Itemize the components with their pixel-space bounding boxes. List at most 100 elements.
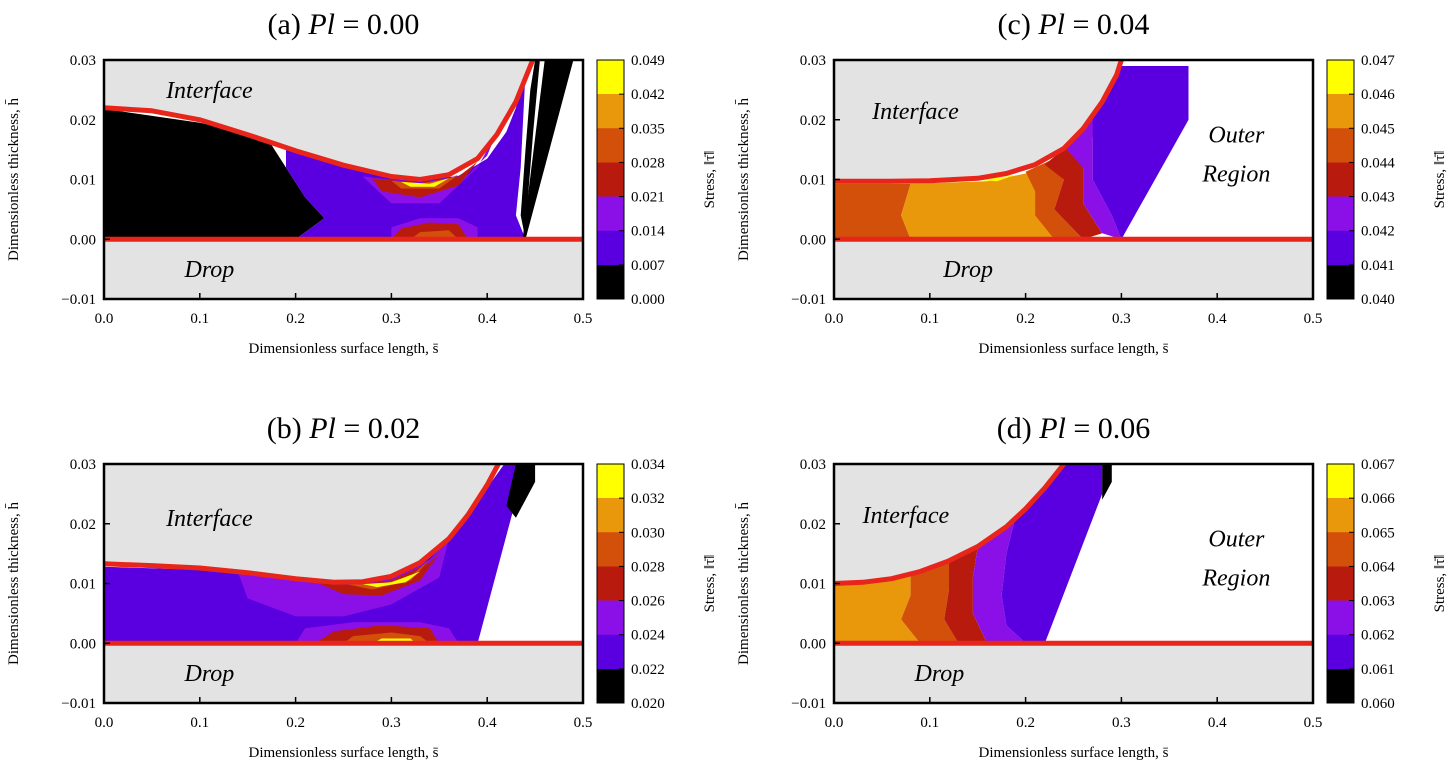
y-tick-label: −0.01 [61, 696, 96, 712]
region-label-region: Region [1201, 566, 1270, 592]
interface-region [834, 464, 1064, 584]
stress-contour-4 [1063, 104, 1122, 240]
colorbar-tick-label: 0.066 [1361, 491, 1395, 507]
x-tick-label: 0.3 [1112, 715, 1131, 731]
x-tick-label: 0.2 [286, 311, 305, 327]
stress-contour-5 [1092, 66, 1189, 240]
y-axis-label: Dimensionless thickness, h̄ [6, 98, 22, 261]
stress-contour-2 [520, 60, 540, 240]
stress-contour-5 [362, 571, 421, 588]
colorbar-label: Stress, ‖τ̄‖ [702, 555, 718, 613]
x-axis-label: Dimensionless surface length, s̄ [979, 745, 1169, 761]
region-label-drop: Drop [913, 661, 964, 687]
stress-contour-2 [1025, 158, 1084, 240]
stress-contour-2 [944, 547, 988, 644]
colorbar-tick-label: 0.034 [631, 457, 665, 473]
colorbar-tick-label: 0.040 [1361, 292, 1395, 308]
colorbar-tick-label: 0.024 [631, 628, 665, 644]
colorbar-tick-label: 0.028 [631, 559, 665, 575]
y-tick-label: 0.03 [70, 457, 96, 473]
y-tick-label: 0.00 [70, 232, 96, 248]
colorbar-tick-label: 0.062 [1361, 628, 1395, 644]
panel-title: (a) Pl = 0.00 [268, 8, 420, 41]
colorbar-tick-label: 0.030 [631, 525, 665, 541]
y-tick-label: 0.03 [800, 53, 826, 69]
drop-region [834, 239, 1313, 299]
x-axis-label: Dimensionless surface length, s̄ [249, 745, 439, 761]
colorbar [1326, 463, 1355, 704]
x-tick-label: 0.5 [1304, 715, 1323, 731]
region-label-interface: Interface [862, 503, 950, 529]
colorbar [1326, 59, 1355, 300]
x-axis-label: Dimensionless surface length, s̄ [979, 341, 1169, 357]
y-tick-label: 0.01 [800, 173, 826, 189]
colorbar-tick-label: 0.063 [1361, 594, 1395, 610]
stress-contour-3 [314, 553, 440, 596]
colorbar-label: Stress, ‖τ̄‖ [1432, 555, 1448, 613]
x-tick-label: 0.3 [382, 715, 401, 731]
y-tick-label: 0.02 [800, 517, 826, 533]
stress-contour-3 [522, 60, 574, 240]
colorbar-tick-label: 0.022 [631, 662, 665, 678]
region-label-outer: Outer [1208, 527, 1265, 553]
interface-boundary-line [834, 60, 1124, 184]
colorbar [596, 59, 625, 300]
colorbar-tick-label: 0.021 [631, 190, 665, 206]
y-tick-label: −0.01 [61, 292, 96, 308]
colorbar-tick-label: 0.028 [631, 155, 665, 171]
y-axis-label: Dimensionless thickness, h̄ [736, 502, 752, 665]
colorbar-tick-label: 0.032 [631, 491, 665, 507]
stress-contour-5 [372, 161, 478, 198]
x-tick-label: 0.5 [1304, 311, 1323, 327]
interface-region [834, 60, 1122, 182]
interface-boundary-line [834, 464, 1066, 586]
stress-contour-6 [977, 174, 1016, 182]
colorbar-tick-label: 0.041 [1361, 258, 1395, 274]
y-tick-label: 0.00 [70, 636, 96, 652]
x-tick-label: 0.4 [478, 715, 497, 731]
drop-region [104, 643, 583, 703]
x-tick-label: 0.4 [1208, 311, 1227, 327]
x-axis-label: Dimensionless surface length, s̄ [249, 341, 439, 357]
x-tick-label: 0.1 [920, 311, 939, 327]
colorbar-tick-label: 0.061 [1361, 662, 1395, 678]
interface-boundary-line [104, 464, 502, 585]
colorbar-tick-label: 0.049 [631, 53, 665, 69]
colorbar-label: Stress, ‖τ̄‖ [702, 151, 718, 209]
contour-area [104, 464, 583, 703]
colorbar-tick-label: 0.026 [631, 594, 665, 610]
colorbar-tick-label: 0.060 [1361, 696, 1395, 712]
stress-contour-3 [972, 514, 1026, 644]
contour-area [834, 464, 1313, 703]
region-label-interface: Interface [165, 506, 253, 532]
y-tick-label: 0.02 [800, 113, 826, 129]
panel-title: (c) Pl = 0.04 [998, 8, 1150, 41]
drop-region [104, 239, 583, 299]
contour-area [104, 60, 583, 299]
stress-contour-1 [901, 562, 959, 644]
colorbar-tick-label: 0.035 [631, 121, 665, 137]
stress-contour-1 [506, 464, 536, 518]
y-tick-label: 0.01 [70, 577, 96, 593]
colorbar-label: Stress, ‖τ̄‖ [1432, 151, 1448, 209]
stress-contour-3 [1044, 140, 1103, 240]
region-label-interface: Interface [165, 78, 253, 104]
panel-d: 0.0 0.1 0.2 0.3 0.4 0.5 −0.01 0.00 0.01 0.02 0.03 D… [736, 412, 1448, 761]
x-tick-label: 0.2 [1016, 311, 1035, 327]
region-label-outer: Outer [1208, 123, 1265, 149]
y-tick-label: 0.02 [70, 113, 96, 129]
stress-contour-7 [401, 178, 449, 187]
contour-area [834, 60, 1313, 299]
region-label-drop: Drop [942, 257, 993, 283]
x-tick-label: 0.1 [190, 715, 209, 731]
colorbar-tick-label: 0.042 [1361, 224, 1395, 240]
colorbar-tick-label: 0.007 [631, 258, 665, 274]
panel-title: (d) Pl = 0.06 [997, 412, 1151, 445]
drop-region [834, 643, 1313, 703]
x-tick-label: 0.4 [478, 311, 497, 327]
colorbar-tick-label: 0.014 [631, 224, 665, 240]
y-tick-label: 0.02 [70, 517, 96, 533]
y-tick-label: 0.01 [800, 577, 826, 593]
x-tick-label: 0.0 [825, 311, 844, 327]
interface-region [104, 464, 502, 583]
